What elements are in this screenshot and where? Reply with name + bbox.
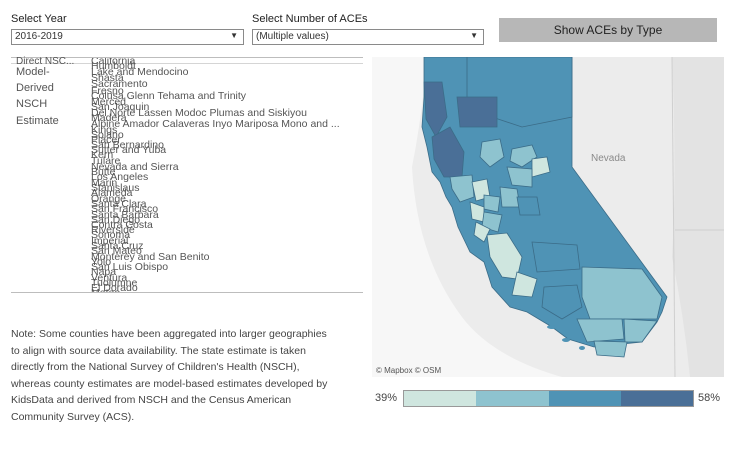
- map-attribution: © Mapbox © OSM: [376, 366, 441, 375]
- county-name-item[interactable]: Humboldt: [91, 60, 136, 72]
- legend-model-line1: Model-: [16, 66, 50, 78]
- county-name-item[interactable]: Nevada and Sierra: [91, 161, 179, 173]
- county-name-item[interactable]: Santa Cruz: [91, 240, 144, 252]
- county-name-item[interactable]: Monterey and San Benito: [91, 251, 210, 263]
- county-name-item[interactable]: Imperial: [91, 235, 129, 247]
- county-name-item[interactable]: Mateo: [91, 288, 120, 293]
- county-name-item[interactable]: Sutter and Yuba: [91, 144, 167, 156]
- county-name-item[interactable]: Alameda: [91, 187, 133, 199]
- county-name-item[interactable]: San Francisco: [91, 203, 159, 215]
- county-name-item[interactable]: Kings: [91, 124, 118, 136]
- county-name-item[interactable]: San Diego: [91, 214, 141, 226]
- scale-segment: [476, 391, 549, 406]
- county-name-item[interactable]: Placer: [91, 134, 121, 146]
- county-name-item[interactable]: San Joaquin: [91, 101, 150, 113]
- aces-select[interactable]: (Multiple values) ▼: [252, 29, 484, 45]
- note-line: to align with source data availability. …: [11, 344, 306, 357]
- year-select-value: 2016-2019: [15, 31, 63, 42]
- legend-model-line4: Estimate: [16, 115, 59, 127]
- aces-select-value: (Multiple values): [256, 31, 329, 42]
- county-name-item[interactable]: Madera: [91, 112, 127, 124]
- california-county-map[interactable]: Nevada: [372, 57, 724, 377]
- county-name-item[interactable]: Marin: [91, 177, 118, 189]
- list-top-divider: [11, 57, 363, 58]
- color-scale-bar: [403, 390, 694, 407]
- county-name-list[interactable]: California Humboldt Lake and Mendocino Shas…: [91, 58, 361, 292]
- county-name-item[interactable]: Los Angeles: [91, 171, 149, 183]
- scale-segment: [620, 391, 693, 406]
- county-name-item[interactable]: Butte: [91, 166, 116, 178]
- legend-model-line3: NSCH: [16, 98, 48, 110]
- county-name-item[interactable]: Lake and Mendocino: [91, 66, 189, 78]
- note-line: directly from the National Survey of Chi…: [11, 361, 300, 374]
- show-aces-by-type-button[interactable]: Show ACEs by Type: [499, 18, 717, 42]
- chevron-down-icon: ▼: [230, 31, 238, 40]
- county-name-item[interactable]: El Dorado: [91, 282, 138, 293]
- note-line: KidsData and derived from NSCH and the C…: [11, 394, 292, 407]
- county-name-item[interactable]: Santa Clara: [91, 198, 147, 210]
- aces-filter-label: Select Number of ACEs: [252, 13, 368, 25]
- county-name-item[interactable]: San Mateo: [91, 245, 142, 257]
- county-name-item[interactable]: Orange: [91, 193, 127, 205]
- note-line: Note: Some counties have been aggregated…: [11, 328, 327, 340]
- county-name-item[interactable]: San Luis Obispo: [91, 261, 169, 273]
- county-name-item[interactable]: San Bernardino: [91, 139, 164, 151]
- legend-direct-nsch: Direct NSC...: [16, 56, 75, 67]
- county-name-item[interactable]: Tulare: [91, 155, 121, 167]
- note-line: Community Survey (ACS).: [11, 410, 135, 423]
- data-note: Note: Some counties have been aggregated…: [11, 326, 367, 426]
- county-name-item[interactable]: Merced: [91, 96, 127, 108]
- scale-min-label: 39%: [375, 392, 398, 404]
- county-name-item[interactable]: Riverside: [91, 224, 135, 236]
- county-name-item[interactable]: Del Norte Lassen Modoc Plumas and Siskiy…: [91, 107, 307, 119]
- county-name-item[interactable]: Fresno: [91, 85, 124, 97]
- county-name-item[interactable]: Alpine Amador Calaveras Inyo Mariposa Mo…: [91, 118, 340, 130]
- county-name-item[interactable]: Yolo: [91, 256, 112, 268]
- county-name-item[interactable]: Shasta: [91, 72, 124, 84]
- year-select[interactable]: 2016-2019 ▼: [11, 29, 244, 45]
- county-name-item[interactable]: Colusa Glenn Tehama and Trinity: [91, 90, 247, 102]
- scale-segment: [404, 391, 477, 406]
- county-name-item[interactable]: California: [91, 58, 136, 67]
- county-name-item[interactable]: Kern: [91, 149, 114, 161]
- chevron-down-icon: ▼: [470, 31, 478, 40]
- county-name-item[interactable]: Santa Barbara: [91, 209, 159, 221]
- list-bottom-divider: [11, 292, 363, 293]
- legend-model-line2: Derived: [16, 82, 54, 94]
- county-name-item[interactable]: Tuolumne: [91, 277, 138, 289]
- scale-max-label: 58%: [698, 392, 721, 404]
- county-name-item[interactable]: Ventura: [91, 272, 128, 284]
- note-line: whereas county estimates are model-based…: [11, 377, 328, 390]
- county-name-item[interactable]: Napa: [91, 266, 117, 278]
- map-state-label: Nevada: [591, 153, 626, 164]
- county-name-item[interactable]: Stanislaus: [91, 182, 140, 194]
- county-name-item[interactable]: Solano: [91, 129, 124, 141]
- year-filter-label: Select Year: [11, 13, 67, 25]
- county-name-item[interactable]: Contra Costa: [91, 219, 153, 231]
- map-canvas: Nevada: [372, 57, 724, 377]
- scale-segment: [548, 391, 621, 406]
- list-header-divider: [11, 63, 363, 64]
- county-name-item[interactable]: Sonoma: [91, 229, 131, 241]
- county-name-item[interactable]: Sacramento: [91, 78, 148, 90]
